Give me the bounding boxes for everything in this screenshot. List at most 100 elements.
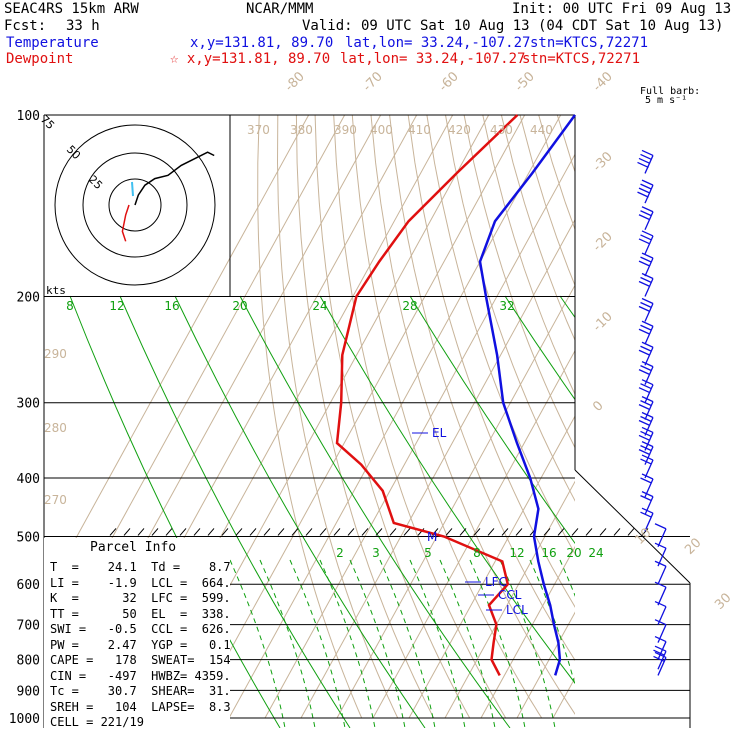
mixing-ratio-line xyxy=(409,295,575,544)
theta-label: 400 xyxy=(370,123,393,137)
barb-flag xyxy=(638,305,651,313)
barb-flag xyxy=(638,260,651,267)
hatch-mark xyxy=(333,528,341,536)
hodograph-ring xyxy=(108,178,162,232)
barb-flag xyxy=(653,649,665,656)
dry-adiabat xyxy=(333,115,507,719)
barb-flag xyxy=(641,149,654,157)
isotherm-label: -70 xyxy=(360,69,386,95)
isotherm xyxy=(44,115,310,598)
parcel-info-row: CELL = 221/19 xyxy=(50,715,144,729)
pressure-tick-600: 600 xyxy=(17,578,40,593)
barb-flag xyxy=(654,581,667,588)
hatch-mark xyxy=(347,528,355,536)
theta-label: 410 xyxy=(408,123,431,137)
pressure-tick-100: 100 xyxy=(17,109,40,124)
wind-barb xyxy=(654,581,667,606)
wind-barb xyxy=(637,149,654,174)
hodograph-trace xyxy=(134,151,215,206)
barb-flag xyxy=(654,635,667,643)
parcel-info-row: TT = 50 EL = 338. xyxy=(50,606,231,621)
hatch-mark xyxy=(515,528,523,536)
hatch-mark xyxy=(473,528,481,536)
barb-flag xyxy=(640,445,652,452)
wind-barb xyxy=(638,341,654,366)
barb-flag xyxy=(638,187,651,194)
pressure-tick-800: 800 xyxy=(17,654,40,669)
dry-adiabat xyxy=(426,115,575,555)
dewpoint-profile xyxy=(335,114,519,676)
barb-flag xyxy=(640,256,652,263)
isotherm-label: -80 xyxy=(282,69,308,95)
hatch-mark xyxy=(291,528,299,536)
mixing-ratio-label: 20 xyxy=(232,299,247,313)
barb-flag xyxy=(641,179,654,186)
hatch-mark xyxy=(599,528,607,536)
barb-flag xyxy=(641,507,654,514)
barb-shaft xyxy=(644,384,654,403)
mixing-ratio-label: 24 xyxy=(312,299,327,313)
hatch-mark xyxy=(403,528,411,536)
barb-flag xyxy=(640,153,652,161)
pressure-tick-700: 700 xyxy=(17,619,40,634)
barb-flag xyxy=(654,560,667,567)
isotherm xyxy=(516,611,575,719)
wind-barb xyxy=(638,206,654,231)
theta-label: 430 xyxy=(490,123,513,137)
hatch-mark xyxy=(445,528,453,536)
temperature-xy: x,y=131.81, 89.70 xyxy=(190,35,334,51)
isotherm-label: -20 xyxy=(590,229,616,255)
barb-shaft xyxy=(644,303,654,322)
pressure-tick-500: 500 xyxy=(17,530,40,545)
saturated-adiabat xyxy=(319,559,376,728)
barb-note-2: 5 m s⁻¹ xyxy=(645,95,688,106)
parcel-info-row: SREH = 104 LAPSE= 8.3 xyxy=(50,699,231,714)
init-time: Init: 00 UTC Fri 09 Aug 13 xyxy=(512,1,732,17)
barb-flag xyxy=(640,276,652,284)
parcel-info-title: Parcel Info xyxy=(90,540,177,555)
dry-adiabat xyxy=(314,115,471,719)
theta-label: 390 xyxy=(334,123,357,137)
dry-adiabat xyxy=(500,115,575,342)
dry-adiabat xyxy=(295,115,435,719)
parcel-info-row: CAPE = 178 SWEAT= 154 xyxy=(50,653,231,667)
right-axis-diagonal xyxy=(574,469,691,584)
mixing-ratio-label: 32 xyxy=(499,299,514,313)
mixing-ratio-line xyxy=(239,295,511,728)
barb-flag xyxy=(640,458,652,465)
dry-adiabat xyxy=(351,115,543,719)
hatch-mark xyxy=(221,528,229,536)
theta-label: 380 xyxy=(290,123,313,137)
barb-flag xyxy=(638,387,651,394)
hatch-mark xyxy=(543,528,551,536)
barb-shaft xyxy=(657,657,667,676)
parcel-info-row: CIN = -497 HWBZ= 4359. xyxy=(50,668,231,683)
dry-adiabat xyxy=(276,115,399,719)
barb-shaft xyxy=(644,326,654,345)
barb-flag xyxy=(637,191,649,198)
dewpoint-xy: ☆ x,y=131.81, 89.70 xyxy=(170,51,331,67)
dry-adiabat xyxy=(538,115,575,231)
barb-flag xyxy=(641,361,654,368)
barb-shaft xyxy=(657,528,667,548)
barb-flag xyxy=(641,320,654,327)
barb-flag xyxy=(640,210,652,217)
parcel-info-panel: Parcel Info T = 24.1 Td = 8.7 LI = -1.9 L… xyxy=(44,538,231,729)
level-marker-label: EL xyxy=(432,426,447,440)
barb-flag xyxy=(653,655,665,663)
isotherm xyxy=(300,218,575,719)
isotherm-label: 20 xyxy=(682,536,704,558)
hodograph-ring xyxy=(54,124,216,286)
dry-adiabat xyxy=(595,115,740,718)
barb-flag xyxy=(641,230,654,237)
wind-barb xyxy=(653,651,667,676)
pressure-tick-400: 400 xyxy=(17,472,40,487)
barb-flag xyxy=(641,454,654,461)
isotherm xyxy=(444,480,575,719)
mixing-ratio-line xyxy=(119,295,351,728)
dry-adiabat xyxy=(370,115,575,715)
barb-shaft xyxy=(644,346,654,366)
barb-flag xyxy=(641,379,654,386)
